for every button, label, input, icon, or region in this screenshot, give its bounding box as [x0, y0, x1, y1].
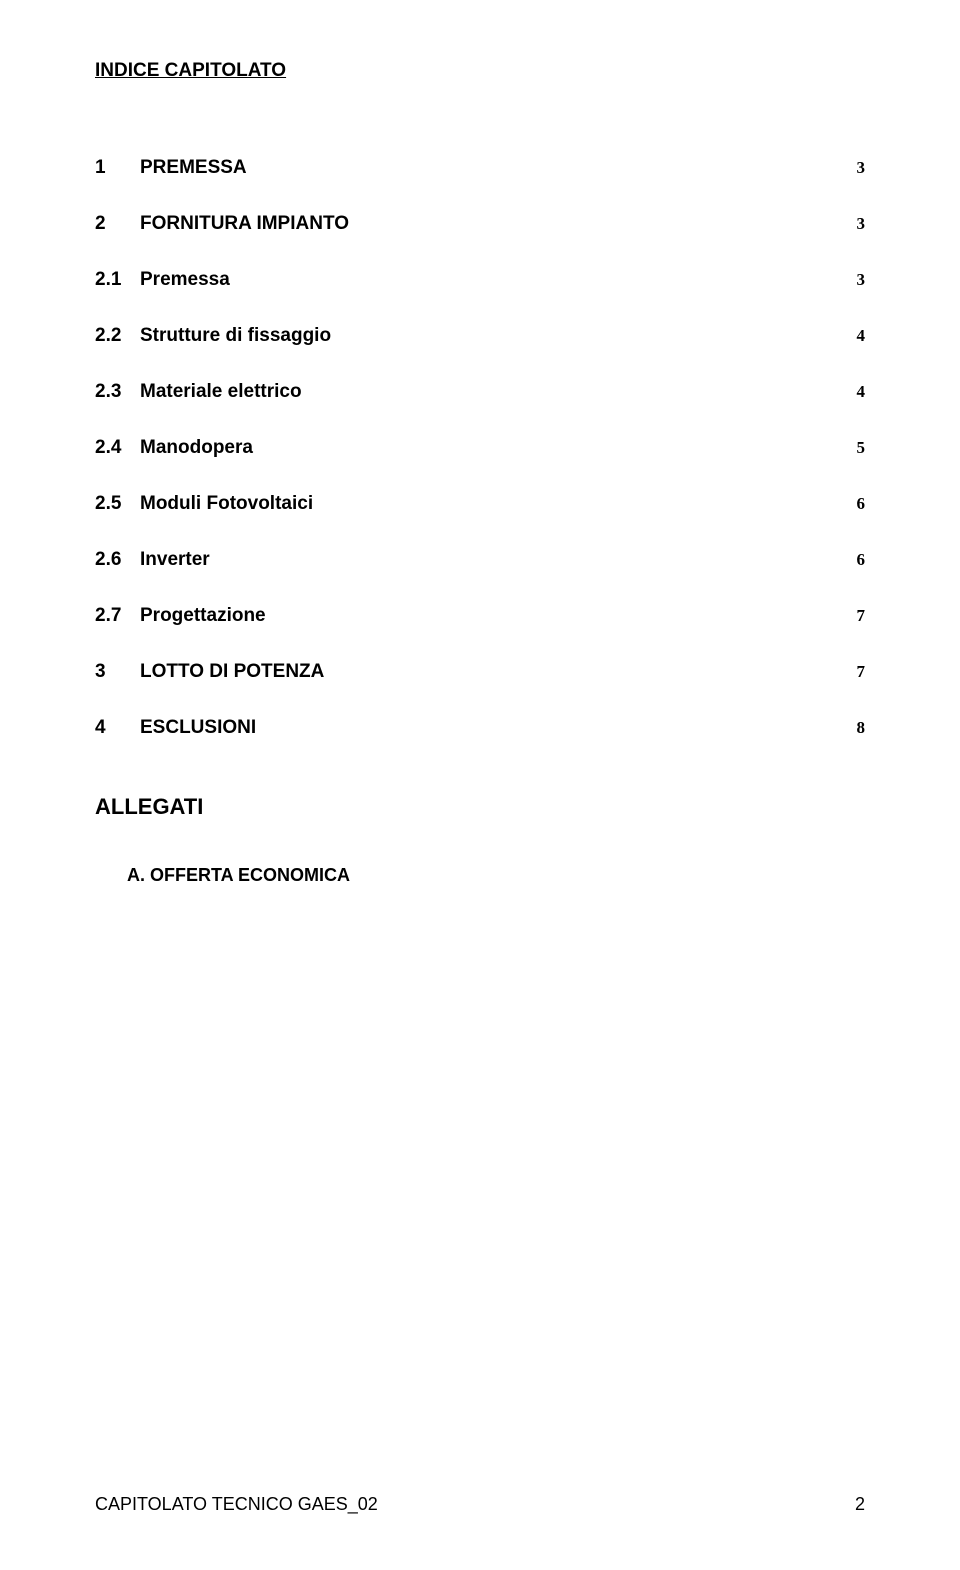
toc-subsection-page: 4	[857, 326, 866, 346]
toc-section: 1 PREMESSA 3	[95, 157, 865, 179]
toc-subsection-page: 3	[857, 270, 866, 290]
toc-section-label: FORNITURA IMPIANTO	[140, 213, 349, 235]
toc-subsection: 2.4 Manodopera 5	[95, 437, 865, 459]
toc-subsection-num: 2.5	[95, 493, 140, 515]
toc-subsection: 2.2 Strutture di fissaggio 4	[95, 325, 865, 347]
toc-subsection-label: Progettazione	[140, 605, 266, 627]
toc-subsection-num: 2.3	[95, 381, 140, 403]
toc-subsection-label: Manodopera	[140, 437, 253, 459]
toc-subsection-label: Materiale elettrico	[140, 381, 302, 403]
toc-subsection-label: Moduli Fotovoltaici	[140, 493, 313, 515]
toc-section-page: 3	[857, 158, 866, 178]
toc-subsection-page: 6	[857, 494, 866, 514]
toc-subsection-page: 4	[857, 382, 866, 402]
page-footer: CAPITOLATO TECNICO GAES_02 2	[95, 1494, 865, 1515]
toc-subsection-page: 6	[857, 550, 866, 570]
toc-section-label: PREMESSA	[140, 157, 247, 179]
toc-section-page: 7	[857, 662, 866, 682]
toc-section-label: LOTTO DI POTENZA	[140, 661, 324, 683]
toc-section-num: 2	[95, 213, 140, 235]
toc-subsection-num: 2.7	[95, 605, 140, 627]
toc-subsection: 2.5 Moduli Fotovoltaici 6	[95, 493, 865, 515]
page-title: INDICE CAPITOLATO	[95, 60, 865, 82]
toc-subsection-num: 2.6	[95, 549, 140, 571]
toc-section-num: 1	[95, 157, 140, 179]
toc-subsection-label: Inverter	[140, 549, 210, 571]
toc-subsection: 2.6 Inverter 6	[95, 549, 865, 571]
toc-subsection-page: 5	[857, 438, 866, 458]
toc-subsection: 2.3 Materiale elettrico 4	[95, 381, 865, 403]
toc-section-label: ESCLUSIONI	[140, 717, 256, 739]
toc-section: 3 LOTTO DI POTENZA 7	[95, 661, 865, 683]
toc-subsection-num: 2.2	[95, 325, 140, 347]
toc-section: 2 FORNITURA IMPIANTO 3	[95, 213, 865, 235]
toc-section-page: 8	[857, 718, 866, 738]
allegati-item-num: A.	[127, 865, 145, 885]
toc-subsection-label: Premessa	[140, 269, 230, 291]
toc-subsection: 2.7 Progettazione 7	[95, 605, 865, 627]
allegati-item: A. OFFERTA ECONOMICA	[127, 865, 865, 886]
toc-section-page: 3	[857, 214, 866, 234]
toc-subsection-page: 7	[857, 606, 866, 626]
allegati-item-label: OFFERTA ECONOMICA	[150, 865, 350, 885]
footer-left: CAPITOLATO TECNICO GAES_02	[95, 1494, 378, 1515]
toc-subsection-num: 2.1	[95, 269, 140, 291]
toc-section-num: 3	[95, 661, 140, 683]
allegati-heading: ALLEGATI	[95, 794, 865, 820]
toc-section: 4 ESCLUSIONI 8	[95, 717, 865, 739]
toc-subsection: 2.1 Premessa 3	[95, 269, 865, 291]
toc-subsection-label: Strutture di fissaggio	[140, 325, 331, 347]
toc-section-num: 4	[95, 717, 140, 739]
footer-page-number: 2	[855, 1494, 865, 1515]
toc-subsection-num: 2.4	[95, 437, 140, 459]
